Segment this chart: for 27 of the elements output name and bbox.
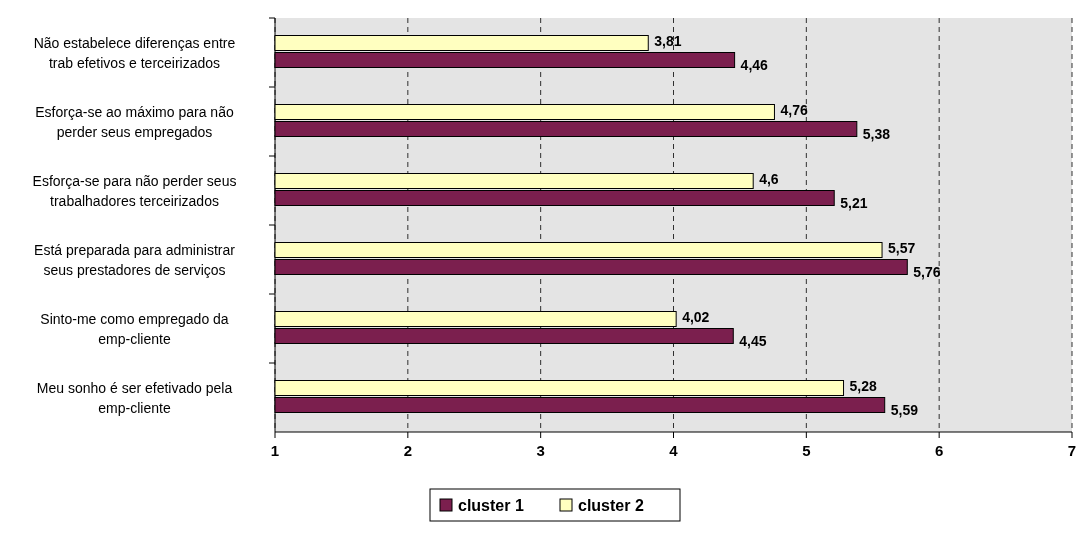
y-tick-label: Sinto-me como empregado da emp-cliente [40, 310, 229, 347]
y-tick-label: Meu sonho é ser efetivado pela emp-cliente [36, 379, 233, 416]
data-label: 5,57 [888, 239, 916, 256]
legend-label: cluster 2 [578, 497, 644, 514]
data-label: 5,28 [849, 377, 877, 394]
x-tick-label: 4 [669, 442, 679, 459]
x-tick-label: 3 [536, 442, 545, 459]
data-label: 5,38 [862, 125, 891, 142]
y-tick-label: Esforça-se ao máximo para não perder seus empregados [35, 103, 234, 140]
x-tick-label: 5 [802, 442, 811, 459]
data-label: 3,81 [654, 32, 682, 49]
x-tick-label: 7 [1067, 442, 1077, 459]
y-tick-label: Esforça-se para não perder seus trabalhadores terceirizados [32, 172, 237, 209]
x-tick-label: 1 [270, 442, 280, 459]
data-label: 4,02 [682, 308, 710, 325]
data-label: 4,46 [740, 56, 769, 73]
data-label: 5,59 [890, 401, 919, 418]
legend-label: cluster 1 [458, 497, 524, 514]
data-label: 5,21 [840, 194, 868, 211]
data-label: 4,45 [739, 332, 767, 349]
y-tick-label: Está preparada para administrar seus prestadores de serviços [34, 241, 236, 278]
data-label: 4,76 [780, 101, 808, 118]
data-label: 4,6 [759, 170, 779, 187]
data-label: 5,76 [913, 263, 941, 280]
y-tick-label: Não estabelece diferenças entre trab efetivos e terceirizados [33, 34, 236, 71]
x-tick-label: 6 [934, 442, 944, 459]
x-tick-label: 2 [403, 442, 413, 459]
